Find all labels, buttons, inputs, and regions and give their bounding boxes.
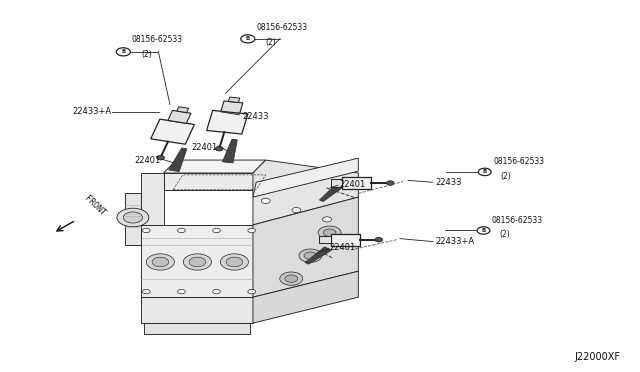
Circle shape xyxy=(216,147,223,151)
Text: (2): (2) xyxy=(141,50,152,59)
Text: B: B xyxy=(121,49,125,54)
Polygon shape xyxy=(331,179,342,187)
Circle shape xyxy=(318,226,341,239)
Text: 22401: 22401 xyxy=(135,156,161,165)
Text: 22401: 22401 xyxy=(339,180,365,189)
Text: J22000XF: J22000XF xyxy=(574,352,620,362)
Circle shape xyxy=(323,229,336,236)
Text: B: B xyxy=(246,36,250,41)
Polygon shape xyxy=(253,160,358,225)
Circle shape xyxy=(280,272,303,285)
Text: 22433+A: 22433+A xyxy=(435,237,474,246)
Circle shape xyxy=(143,228,150,233)
Polygon shape xyxy=(253,197,358,297)
Circle shape xyxy=(212,228,220,233)
Polygon shape xyxy=(169,148,187,171)
Polygon shape xyxy=(221,101,243,113)
Polygon shape xyxy=(319,183,344,202)
Polygon shape xyxy=(145,323,250,334)
Polygon shape xyxy=(223,139,237,163)
Polygon shape xyxy=(305,247,332,264)
Text: (2): (2) xyxy=(499,230,510,239)
Circle shape xyxy=(152,257,169,267)
Circle shape xyxy=(147,254,174,270)
Text: 08156-62533: 08156-62533 xyxy=(493,157,544,166)
Polygon shape xyxy=(168,110,191,123)
Text: (2): (2) xyxy=(500,171,511,180)
Text: 22433+A: 22433+A xyxy=(72,108,111,116)
Circle shape xyxy=(177,289,185,294)
Circle shape xyxy=(304,252,317,259)
Circle shape xyxy=(387,181,394,185)
Circle shape xyxy=(143,289,150,294)
Polygon shape xyxy=(342,177,371,189)
Polygon shape xyxy=(228,97,240,102)
Polygon shape xyxy=(253,271,358,323)
Text: 22401: 22401 xyxy=(330,243,356,252)
Circle shape xyxy=(248,228,255,233)
Circle shape xyxy=(478,168,491,176)
Polygon shape xyxy=(164,160,266,173)
Text: 08156-62533: 08156-62533 xyxy=(256,23,307,32)
Text: 08156-62533: 08156-62533 xyxy=(492,216,543,225)
Circle shape xyxy=(292,208,301,213)
Text: (2): (2) xyxy=(266,38,276,47)
Polygon shape xyxy=(177,107,189,113)
Text: B: B xyxy=(483,169,487,174)
Polygon shape xyxy=(141,173,164,225)
Text: 22401: 22401 xyxy=(191,142,217,151)
Polygon shape xyxy=(141,297,253,323)
Polygon shape xyxy=(141,225,253,297)
Text: 22433: 22433 xyxy=(435,178,461,187)
Circle shape xyxy=(212,289,220,294)
Polygon shape xyxy=(207,110,248,134)
Circle shape xyxy=(241,35,255,43)
Circle shape xyxy=(299,249,322,262)
Text: FRONT: FRONT xyxy=(83,194,107,218)
Circle shape xyxy=(124,212,143,223)
Circle shape xyxy=(189,257,205,267)
Circle shape xyxy=(177,228,185,233)
Polygon shape xyxy=(164,173,253,190)
Circle shape xyxy=(285,275,298,282)
Polygon shape xyxy=(253,158,358,197)
Circle shape xyxy=(226,257,243,267)
Polygon shape xyxy=(319,236,331,243)
Circle shape xyxy=(248,289,255,294)
Circle shape xyxy=(323,217,332,222)
Circle shape xyxy=(117,208,149,227)
Circle shape xyxy=(116,48,131,56)
Circle shape xyxy=(183,254,211,270)
Polygon shape xyxy=(125,193,141,245)
Circle shape xyxy=(220,254,248,270)
Text: 08156-62533: 08156-62533 xyxy=(132,35,183,44)
Circle shape xyxy=(477,227,490,234)
Circle shape xyxy=(157,155,164,160)
Text: 22433: 22433 xyxy=(242,112,269,121)
Polygon shape xyxy=(151,119,195,144)
Text: B: B xyxy=(481,228,486,233)
Polygon shape xyxy=(331,234,360,246)
Circle shape xyxy=(375,237,383,242)
Circle shape xyxy=(261,198,270,203)
